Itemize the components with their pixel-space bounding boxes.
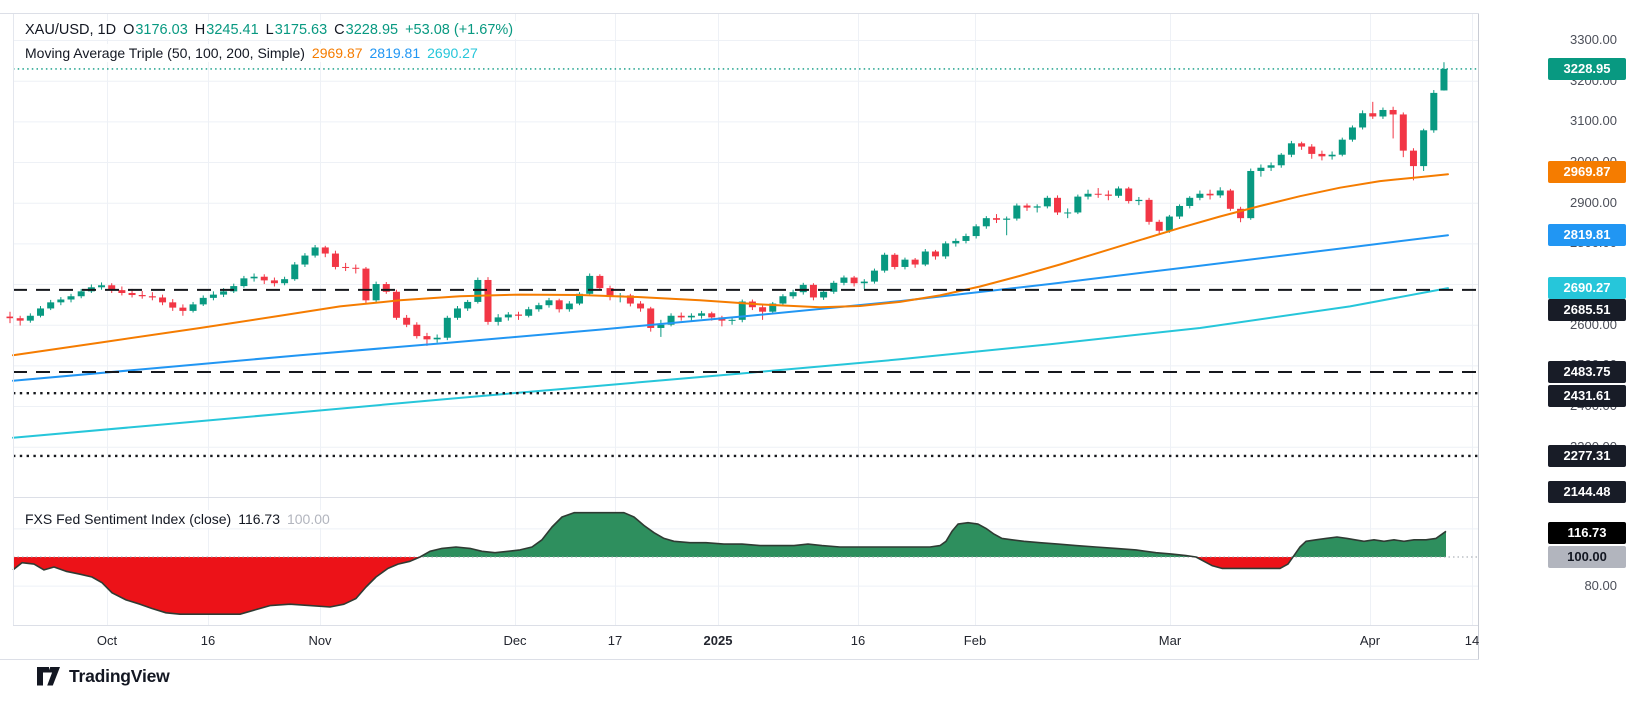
price-axis-label: 80.00: [1584, 578, 1617, 593]
high-value: H 3245.41: [194, 22, 259, 38]
symbol-title: XAU/USD, 1D: [25, 22, 117, 38]
sentiment-baseline-value: 100.00: [286, 511, 330, 527]
ma-line-sma-200: [12, 287, 1449, 439]
sentiment-indicator-legend[interactable]: FXS Fed Sentiment Index (close) 116.73 1…: [20, 510, 335, 528]
time-axis-label: 14: [1464, 633, 1480, 648]
time-axis-label: 16: [200, 633, 216, 648]
ma-line-sma-50: [12, 173, 1449, 357]
chart-bottom-border: [0, 659, 1640, 660]
price-axis-badge: 2969.87: [1548, 161, 1626, 183]
price-axis[interactable]: 3300.003200.003100.003000.002900.002800.…: [1479, 0, 1640, 660]
tradingview-logo[interactable]: TradingView: [36, 666, 170, 687]
price-level-lines: [13, 288, 1478, 458]
price-axis-badge: 116.73: [1548, 522, 1626, 544]
ma100-value: 2819.81: [369, 45, 421, 61]
price-axis-badge: 2685.51: [1548, 299, 1626, 321]
time-axis-label: 16: [850, 633, 866, 648]
candles-series: [6, 62, 1448, 346]
time-axis-label: Feb: [963, 633, 987, 648]
price-axis-badge: 2431.61: [1548, 385, 1626, 407]
price-axis-label: 3100.00: [1570, 113, 1617, 128]
time-axis-label: Dec: [503, 633, 527, 648]
close-value: C 3228.95: [334, 22, 399, 38]
time-axis-label: 17: [607, 633, 623, 648]
price-axis-badge: 100.00: [1548, 546, 1626, 568]
time-axis-label: Oct: [96, 633, 118, 648]
price-axis-badge: 2483.75: [1548, 361, 1626, 383]
time-axis-label: Mar: [1158, 633, 1182, 648]
price-axis-badge: 2144.48: [1548, 481, 1626, 503]
sentiment-indicator-title: FXS Fed Sentiment Index (close): [25, 511, 232, 527]
price-axis-badge: 2277.31: [1548, 445, 1626, 467]
time-axis[interactable]: Oct 16 Nov Dec 17 2025 16 Feb Mar Apr 14: [0, 626, 1480, 658]
ma-line-sma-100: [12, 234, 1449, 382]
open-value: O 3176.03: [123, 22, 188, 38]
tradingview-logo-text: TradingView: [69, 666, 170, 686]
price-chart-canvas[interactable]: [0, 0, 1479, 660]
price-axis-badge: 2819.81: [1548, 224, 1626, 246]
low-value: L 3175.63: [265, 22, 328, 38]
pane-borders: [13, 13, 1479, 659]
symbol-legend[interactable]: XAU/USD, 1D O 3176.03 H 3245.41 L 3175.63 C…: [20, 21, 519, 39]
price-axis-badge: 3228.95: [1548, 58, 1626, 80]
price-axis-label: 2900.00: [1570, 195, 1617, 210]
time-axis-label: Apr: [1359, 633, 1381, 648]
ma-indicator-title: Moving Average Triple (50, 100, 200, Sim…: [25, 45, 305, 61]
price-axis-badge: 2690.27: [1548, 277, 1626, 299]
chart-top-border: [0, 13, 1640, 14]
sentiment-value: 116.73: [238, 511, 280, 527]
ma-indicator-legend[interactable]: Moving Average Triple (50, 100, 200, Sim…: [20, 44, 483, 62]
time-axis-label: Nov: [308, 633, 332, 648]
tradingview-logo-icon: [37, 667, 60, 686]
sentiment-series: [12, 511, 1478, 616]
ma50-value: 2969.87: [311, 45, 363, 61]
ma200-value: 2690.27: [427, 45, 478, 61]
price-axis-label: 3300.00: [1570, 32, 1617, 47]
change-value: +53.08 (+1.67%): [405, 22, 514, 38]
time-axis-label: 2025: [703, 633, 733, 648]
